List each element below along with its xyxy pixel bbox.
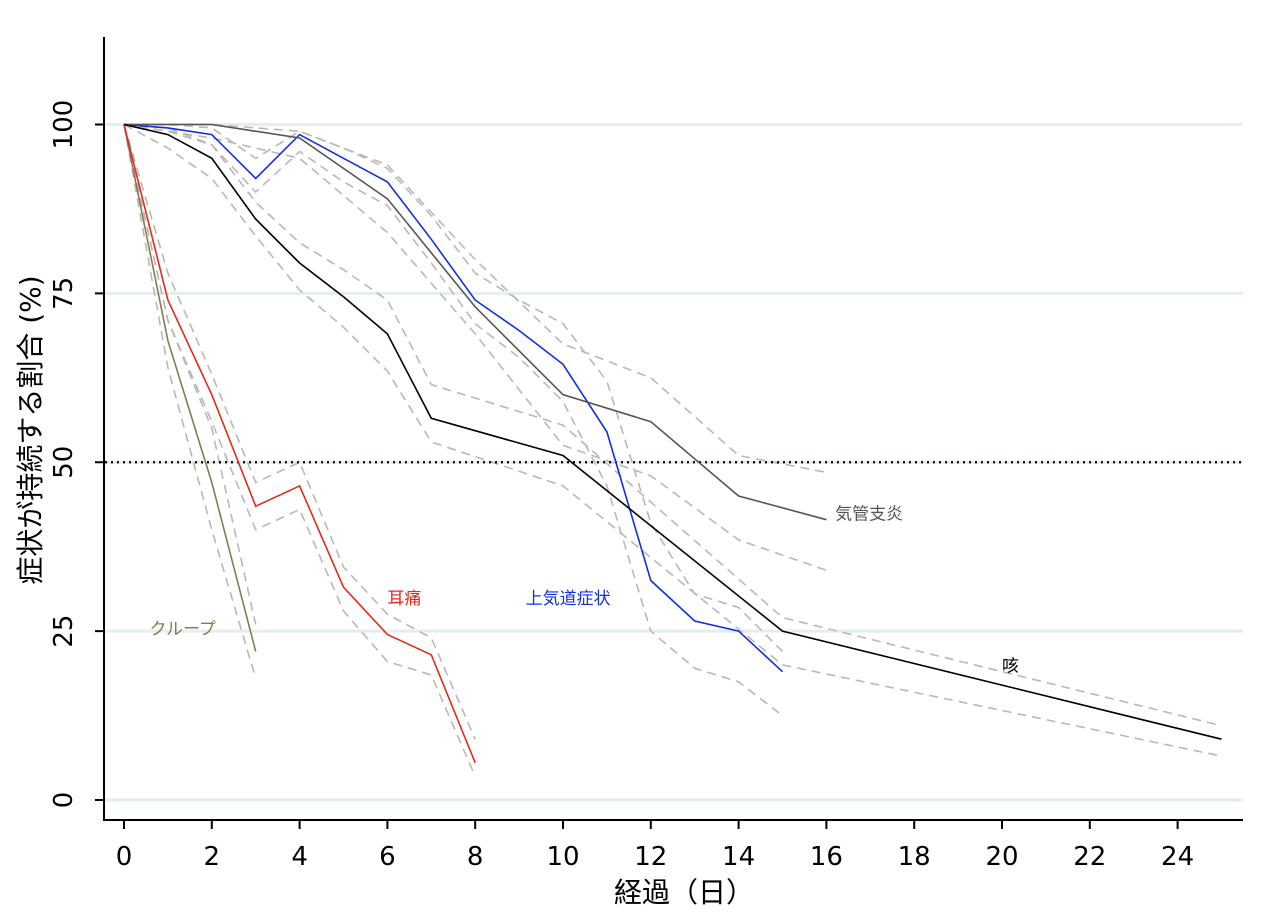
- series-line-1: [123, 124, 476, 764]
- x-tick-label-4: 4: [291, 842, 308, 872]
- confidence-bands: [123, 123, 1222, 777]
- x-tick-label-22: 22: [1073, 842, 1106, 872]
- x-tick-label-0: 0: [116, 842, 133, 872]
- gridlines: [105, 123, 1243, 802]
- ci-upper-series-4: [123, 123, 1222, 727]
- ci-lower-series-3: [123, 123, 827, 572]
- series-label-4: 咳: [1002, 657, 1019, 677]
- ci-lower-series-2: [123, 123, 783, 717]
- x-tick-label-16: 16: [810, 842, 843, 872]
- series-line-4: [123, 123, 1222, 740]
- y-tick-label-100: 100: [49, 100, 79, 150]
- y-tick-label-25: 25: [49, 615, 79, 648]
- x-tick-label-12: 12: [634, 842, 667, 872]
- x-tick-label-14: 14: [722, 842, 755, 872]
- ci-lower-series-0: [123, 124, 257, 679]
- ci-upper-series-2: [124, 123, 784, 652]
- series-line-0: [123, 124, 257, 652]
- ci-upper-series-0: [123, 124, 257, 625]
- ci-upper-series-3: [124, 123, 827, 474]
- ci-lower-series-4: [123, 123, 1222, 757]
- series-line-2: [123, 123, 784, 673]
- ci-lower-series-1: [123, 124, 476, 777]
- ci-upper-series-1: [123, 124, 476, 740]
- x-tick-label-6: 6: [379, 842, 396, 872]
- x-axis-title: 経過（日）: [614, 876, 754, 909]
- y-tick-label-50: 50: [49, 446, 79, 479]
- x-tick-label-2: 2: [204, 842, 221, 872]
- y-tick-label-75: 75: [49, 277, 79, 310]
- axes: [103, 37, 1243, 821]
- series-lines: [123, 123, 1222, 764]
- y-axis-title: 症状が持続する割合 (%): [14, 275, 47, 584]
- x-tick-label-20: 20: [985, 842, 1018, 872]
- series-label-2: 上気道症状: [526, 589, 611, 609]
- series-label-3: 気管支炎: [835, 505, 903, 525]
- x-tick-label-10: 10: [546, 842, 579, 872]
- series-label-1: 耳痛: [387, 589, 421, 609]
- y-tick-label-0: 0: [49, 792, 79, 809]
- series-line-3: [124, 123, 827, 521]
- x-tick-label-24: 24: [1161, 842, 1194, 872]
- x-tick-label-8: 8: [467, 842, 484, 872]
- x-tick-label-18: 18: [898, 842, 931, 872]
- series-label-0: クループ: [149, 620, 215, 640]
